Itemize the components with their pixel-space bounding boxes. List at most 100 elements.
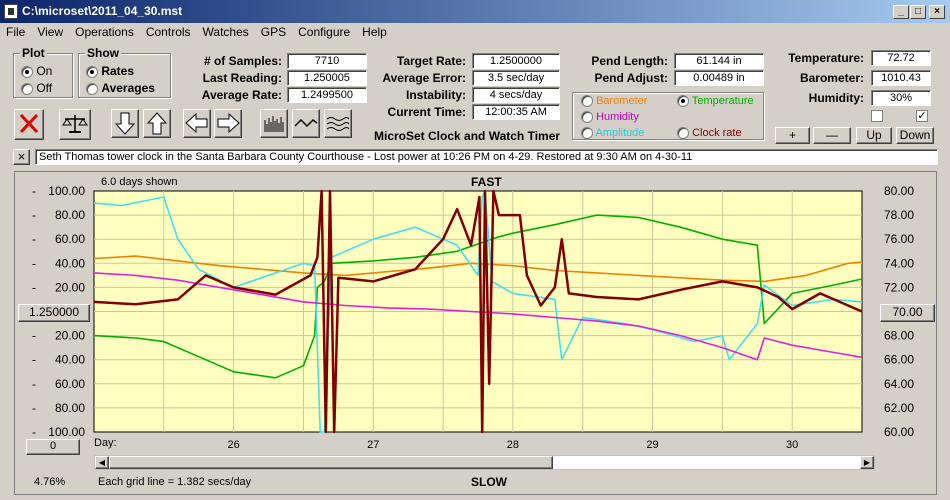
sensor-humidity-radio[interactable]: Humidity bbox=[581, 111, 639, 124]
left-tick-dash: - bbox=[32, 208, 36, 222]
current-time-field: 12:00:35 AM bbox=[472, 104, 560, 120]
chart-frame bbox=[14, 171, 937, 495]
pend-length-label: Pend Length: bbox=[591, 54, 668, 68]
plot-off-radio[interactable]: Off bbox=[21, 81, 52, 95]
minimize-icon[interactable]: _ bbox=[893, 5, 909, 19]
zero-button[interactable]: 0 bbox=[26, 439, 80, 455]
up-arrow-button[interactable] bbox=[143, 109, 171, 138]
target-rate-field[interactable]: 1.2500000 bbox=[472, 53, 560, 69]
sensor-barometer-label: Barometer bbox=[596, 95, 648, 107]
show-group-title: Show bbox=[85, 46, 121, 60]
x-tick-label: 27 bbox=[367, 439, 379, 451]
plot-on-label: On bbox=[36, 64, 53, 78]
radio-icon bbox=[581, 95, 593, 108]
scroll-right-icon[interactable]: ▶ bbox=[860, 456, 874, 469]
balance-button[interactable] bbox=[59, 109, 91, 140]
radio-icon bbox=[677, 127, 689, 140]
right-arrow-button[interactable] bbox=[214, 109, 242, 138]
series-group bbox=[93, 189, 863, 434]
right-axis: 80.00 78.00 76.00 74.00 72.00 68.00 66.00 64.00… bbox=[884, 184, 914, 439]
menu-help[interactable]: Help bbox=[362, 25, 387, 39]
right-value-button[interactable]: 70.00 bbox=[880, 304, 935, 322]
right-tick-label: 80.00 bbox=[884, 184, 914, 198]
plot-off-label: Off bbox=[36, 81, 53, 95]
left-tick-dash: - bbox=[32, 232, 36, 246]
title-bar: C:\microset\2011_04_30.mst _ □ × bbox=[0, 0, 950, 23]
show-rates-label: Rates bbox=[101, 64, 135, 78]
horizontal-scrollbar[interactable]: ◀ ▶ bbox=[94, 455, 875, 470]
left-tick-dash: - bbox=[32, 280, 36, 294]
center-rate-button[interactable]: 1.250000 bbox=[18, 304, 90, 322]
left-tick-label: 60.00 bbox=[55, 377, 85, 391]
sensor-humidity-label: Humidity bbox=[596, 111, 639, 123]
average-error-field: 3.5 sec/day bbox=[472, 70, 560, 86]
menu-controls[interactable]: Controls bbox=[145, 25, 191, 39]
right-tick-label: 64.00 bbox=[884, 377, 914, 391]
close-icon[interactable]: × bbox=[929, 5, 945, 19]
scale-icon bbox=[62, 115, 88, 133]
bar-chart-icon bbox=[264, 116, 284, 132]
right-tick-label: 78.00 bbox=[884, 208, 914, 222]
plot-on-radio[interactable]: On bbox=[21, 64, 52, 78]
menu-gps[interactable]: GPS bbox=[260, 25, 287, 39]
app-caption: MicroSet Clock and Watch Timer bbox=[374, 129, 561, 143]
plus-button[interactable]: + bbox=[775, 127, 810, 144]
left-tick-label: 80.00 bbox=[55, 401, 85, 415]
left-axis: 100.00-80.00-60.00-40.00-20.00-20.00-40.… bbox=[32, 184, 85, 439]
line-view-button[interactable] bbox=[292, 109, 320, 138]
maximize-icon[interactable]: □ bbox=[910, 5, 926, 19]
sensor-barometer-radio[interactable]: Barometer bbox=[581, 95, 648, 108]
scroll-left-icon[interactable]: ◀ bbox=[95, 456, 109, 469]
left-tick-dash: - bbox=[32, 184, 36, 198]
clear-button[interactable] bbox=[14, 109, 44, 140]
app-icon bbox=[4, 4, 18, 19]
bars-view-button[interactable] bbox=[260, 109, 288, 138]
left-tick-label: 100.00 bbox=[48, 184, 85, 198]
multi-line-view-button[interactable] bbox=[324, 109, 352, 138]
sensor-amplitude-label: Amplitude bbox=[595, 127, 645, 139]
menu-operations[interactable]: Operations bbox=[75, 25, 134, 39]
left-tick-dash: - bbox=[32, 401, 36, 415]
sensor-amplitude-radio[interactable]: Amplitude bbox=[581, 127, 645, 140]
note-field[interactable]: Seth Thomas tower clock in the Santa Bar… bbox=[35, 149, 938, 165]
scroll-thumb[interactable] bbox=[109, 456, 553, 469]
last-reading-field: 1.250005 bbox=[287, 70, 367, 86]
radio-selected-icon bbox=[21, 65, 33, 78]
left-arrow-button[interactable] bbox=[183, 109, 211, 138]
down-arrow-icon bbox=[114, 112, 136, 135]
down-arrow-button[interactable] bbox=[111, 109, 139, 138]
show-rates-radio[interactable]: Rates bbox=[86, 64, 134, 78]
right-tick-label: 68.00 bbox=[884, 329, 914, 343]
pend-adjust-label: Pend Adjust: bbox=[594, 71, 668, 85]
down-button[interactable]: Down bbox=[896, 127, 934, 144]
humidity-label: Humidity: bbox=[808, 91, 864, 105]
series-line-amplitude bbox=[93, 190, 863, 433]
x-tick-label: 29 bbox=[646, 439, 658, 451]
sensor-clockrate-radio[interactable]: Clock rate bbox=[677, 127, 742, 140]
show-averages-radio[interactable]: Averages bbox=[86, 81, 155, 95]
window-title: C:\microset\2011_04_30.mst bbox=[22, 4, 183, 18]
up-button[interactable]: Up bbox=[856, 127, 892, 144]
plot-group-title: Plot bbox=[20, 46, 47, 60]
current-time-label: Current Time: bbox=[387, 105, 466, 119]
checkbox-left[interactable] bbox=[871, 110, 883, 122]
menu-watches[interactable]: Watches bbox=[202, 25, 249, 39]
left-tick-dash: - bbox=[32, 256, 36, 270]
samples-label: # of Samples: bbox=[203, 54, 282, 68]
menu-file[interactable]: File bbox=[6, 25, 26, 39]
left-tick-dash: - bbox=[32, 353, 36, 367]
scroll-track[interactable] bbox=[553, 456, 860, 469]
radio-selected-icon bbox=[86, 65, 98, 78]
instability-label: Instability: bbox=[405, 88, 466, 102]
note-close-button[interactable]: × bbox=[13, 149, 30, 165]
right-tick-label: 72.00 bbox=[884, 280, 914, 294]
menu-view[interactable]: View bbox=[37, 25, 64, 39]
grid-lines bbox=[94, 191, 862, 432]
sensor-temperature-radio[interactable]: Temperature bbox=[677, 95, 754, 108]
multi-wave-icon bbox=[326, 117, 350, 131]
checkbox-right[interactable]: ✓ bbox=[916, 110, 928, 122]
minus-button[interactable]: — bbox=[813, 127, 851, 144]
series-line-clockrate bbox=[93, 189, 863, 434]
menu-configure[interactable]: Configure bbox=[298, 25, 351, 39]
